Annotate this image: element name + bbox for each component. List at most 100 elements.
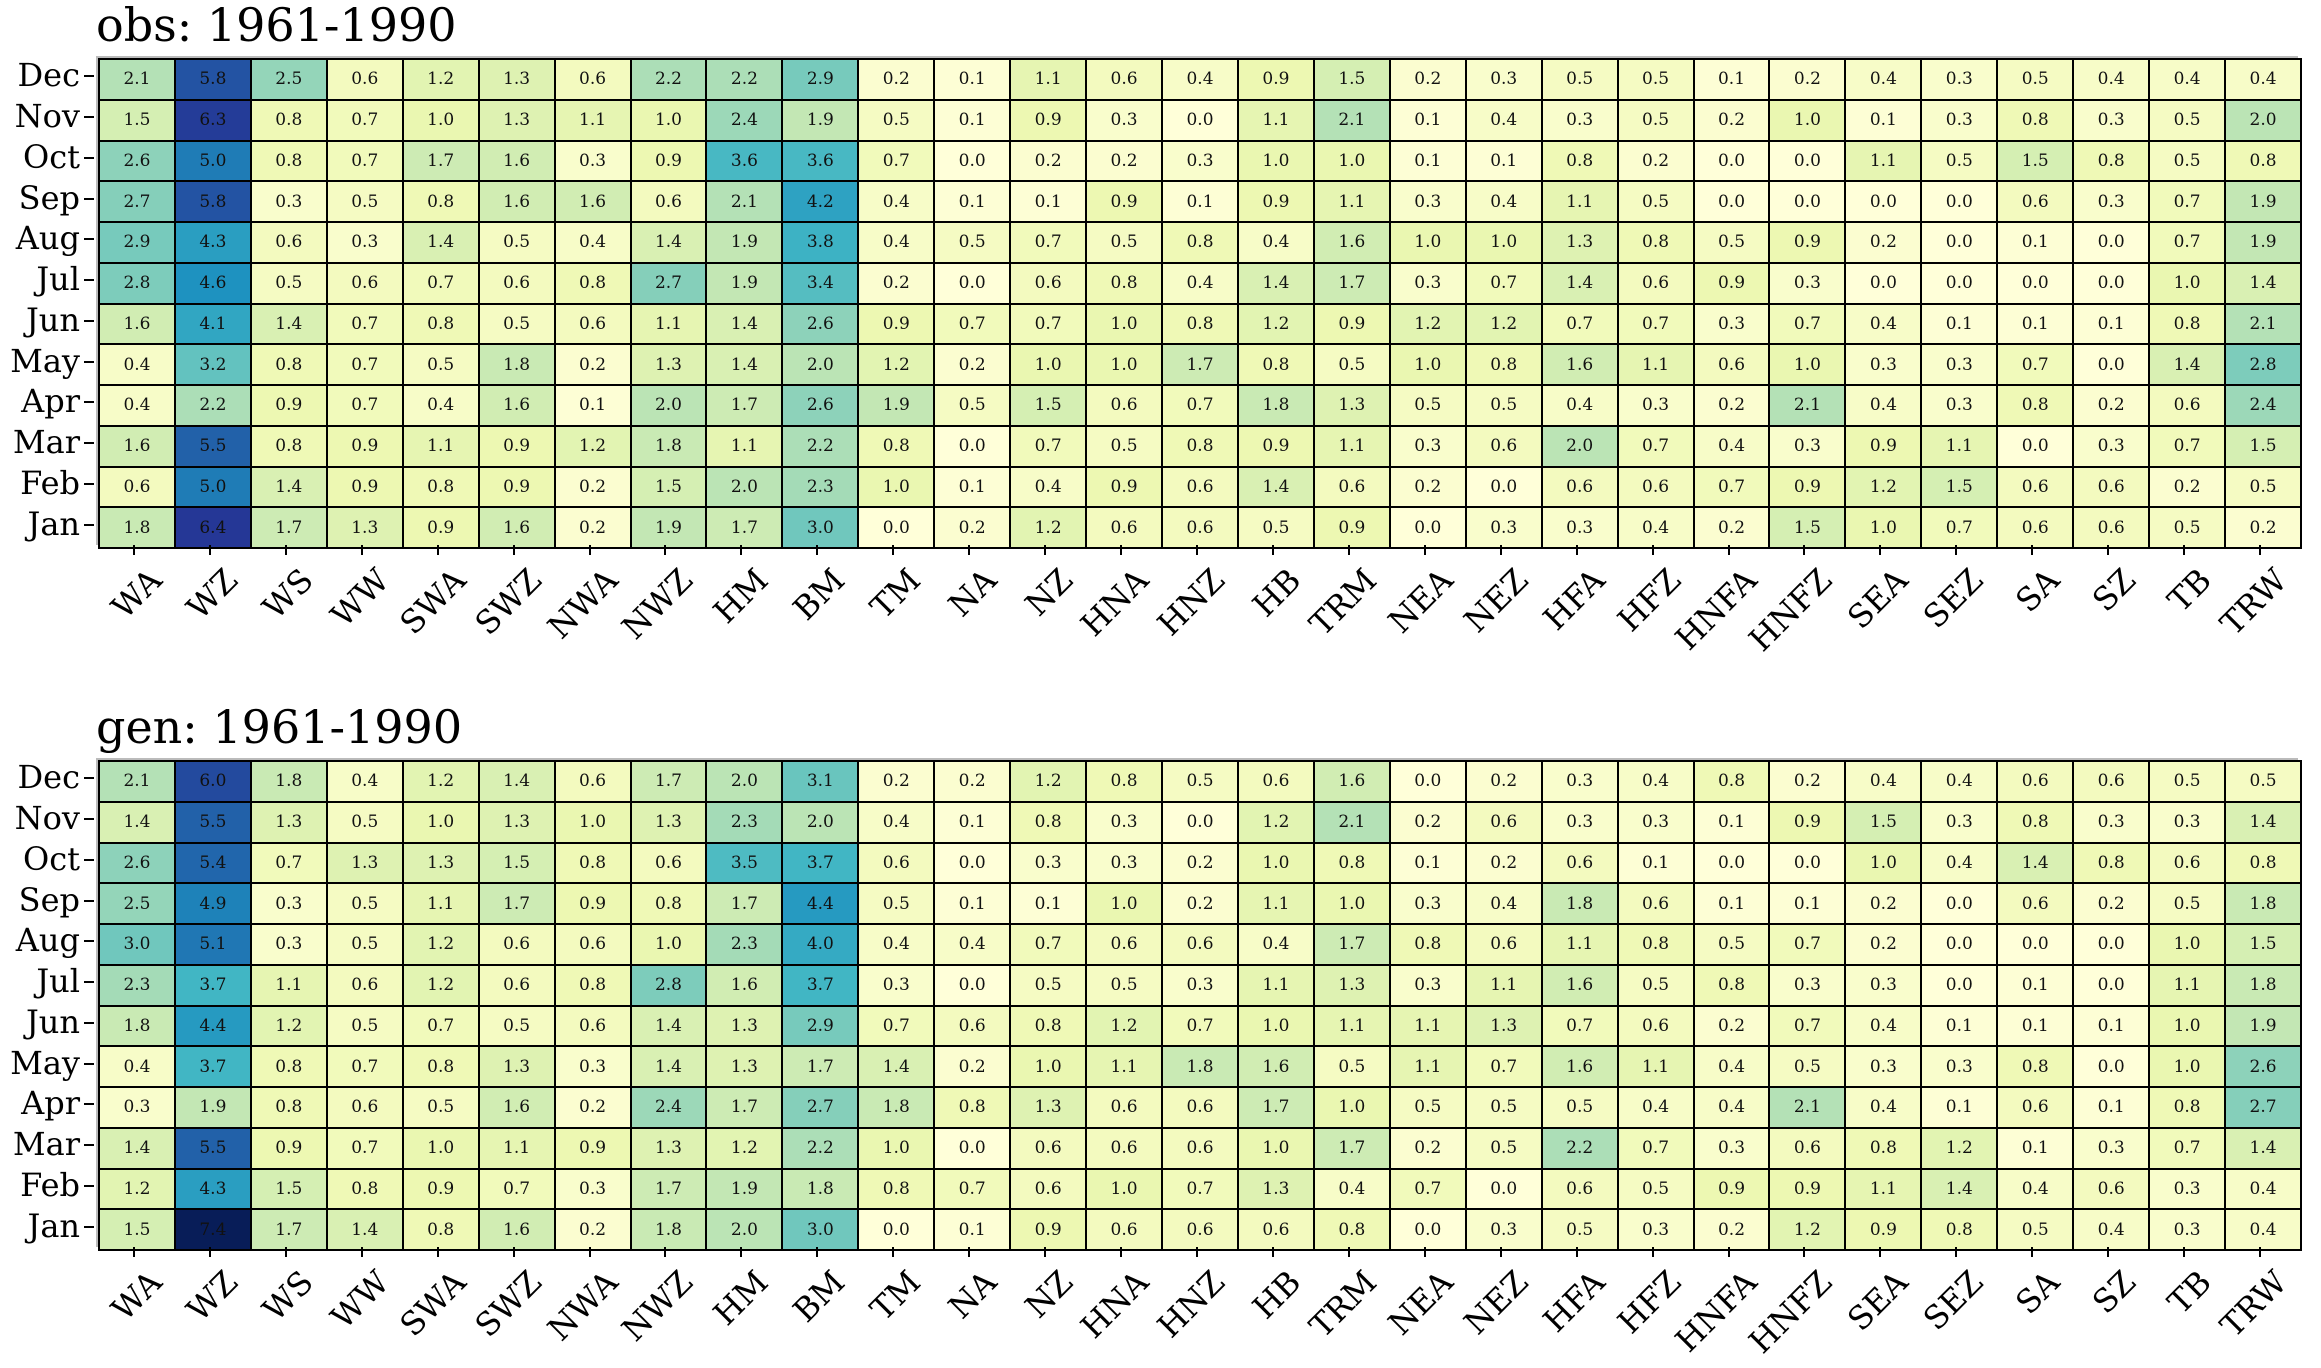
heatmap-cell: 0.3 [1616, 384, 1695, 427]
heatmap-cell: 0.3 [553, 139, 632, 183]
heatmap-cell: 2.2 [781, 1126, 860, 1170]
heatmap-cell: 1.8 [249, 760, 328, 803]
heatmap-cell: 1.4 [705, 302, 784, 346]
heatmap-cell: 0.0 [1844, 261, 1923, 305]
heatmap-cell: 0.8 [1996, 384, 2075, 427]
heatmap-cell: 0.4 [933, 923, 1012, 966]
y-tick [84, 1021, 94, 1024]
heatmap-cell: 1.4 [1540, 261, 1619, 305]
x-tick-label: NEZ [1456, 561, 1536, 640]
heatmap-cell: 2.8 [2224, 343, 2302, 386]
y-tick [84, 940, 94, 943]
heatmap-cell: 1.1 [1312, 1004, 1391, 1048]
x-tick [132, 545, 135, 555]
heatmap-cell: 0.8 [629, 882, 708, 925]
heatmap-cell: 0.6 [1996, 465, 2075, 509]
heatmap-cell: 0.0 [933, 424, 1012, 468]
heatmap-cell: 0.8 [401, 1208, 480, 1251]
heatmap-cell: 1.7 [629, 1167, 708, 1211]
heatmap-cell: 2.6 [781, 302, 860, 346]
heatmap-cell: 0.3 [2148, 1167, 2227, 1211]
x-tick-label: NEA [1380, 1263, 1461, 1343]
x-tick-label: HNZ [1149, 561, 1233, 644]
heatmap-cell: 0.5 [1540, 1086, 1619, 1129]
x-tick [1575, 1247, 1578, 1257]
heatmap-cell: 0.9 [1844, 424, 1923, 468]
x-tick [208, 1247, 211, 1257]
heatmap-cell: 0.8 [1540, 139, 1619, 183]
heatmap-cell: 0.7 [1009, 221, 1088, 264]
heatmap-cell: 1.2 [1920, 1126, 1999, 1170]
heatmap-cell: 0.9 [325, 465, 404, 509]
heatmap-cell: 0.0 [2072, 963, 2151, 1007]
heatmap-cell: 0.2 [1616, 139, 1695, 183]
heatmap-cell: 1.7 [629, 760, 708, 803]
heatmap-cell: 0.7 [477, 1167, 556, 1211]
heatmap-cell: 1.6 [1540, 343, 1619, 386]
heatmap-cell: 1.2 [1388, 302, 1467, 346]
heatmap-cell: 0.1 [1920, 302, 1999, 346]
y-tick-label: Jun [25, 1002, 80, 1041]
heatmap-cell: 1.1 [1236, 882, 1315, 925]
heatmap-cell: 5.8 [173, 180, 252, 223]
y-tick-label: Aug [15, 921, 80, 960]
heatmap-cell: 1.0 [2148, 261, 2227, 305]
heatmap-cell: 0.0 [857, 1208, 936, 1251]
y-tick-label: Oct [22, 137, 80, 176]
heatmap-cell: 0.6 [1085, 58, 1164, 101]
heatmap-cell: 0.0 [933, 963, 1012, 1007]
x-tick [1803, 545, 1806, 555]
heatmap-cell: 2.4 [2224, 384, 2302, 427]
heatmap-cell: 0.2 [1161, 841, 1239, 885]
x-tick-label: TRW [2212, 1263, 2295, 1345]
heatmap-cell: 1.3 [477, 58, 556, 101]
heatmap-cell: 3.7 [781, 963, 860, 1007]
heatmap-cell: 1.3 [1312, 963, 1391, 1007]
y-tick [84, 777, 94, 780]
heatmap-cell: 0.0 [2072, 923, 2151, 966]
heatmap-cell: 3.0 [781, 1208, 860, 1251]
heatmap-cell: 0.3 [1616, 1208, 1695, 1251]
heatmap-cell: 0.1 [1161, 180, 1239, 223]
heatmap-cell: 0.7 [1540, 302, 1619, 346]
heatmap-cell: 0.9 [477, 424, 556, 468]
heatmap-cell: 0.4 [857, 800, 936, 844]
heatmap-cell: 1.0 [1768, 98, 1847, 142]
y-tick [84, 899, 94, 902]
x-tick-label: SA [2008, 561, 2068, 620]
heatmap-cell: 0.6 [553, 58, 632, 101]
heatmap-cell: 0.7 [1009, 302, 1088, 346]
heatmap-cell: 0.0 [1161, 800, 1239, 844]
heatmap-cell: 1.4 [2224, 261, 2302, 305]
heatmap-cell: 1.0 [2148, 1045, 2227, 1088]
heatmap-cell: 1.0 [629, 98, 708, 142]
heatmap-cell: 2.1 [1768, 1086, 1847, 1129]
heatmap-cell: 0.0 [2072, 1045, 2151, 1088]
heatmap-cell: 0.3 [98, 1086, 176, 1129]
heatmap-cell: 0.6 [1161, 1126, 1239, 1170]
y-tick-label: Mar [12, 1125, 80, 1164]
x-tick-label: TB [2160, 561, 2219, 620]
heatmap-cell: 0.5 [1768, 1045, 1847, 1088]
heatmap-cell: 0.2 [1844, 882, 1923, 925]
heatmap-cell: 0.2 [933, 506, 1012, 549]
x-tick [664, 545, 667, 555]
heatmap-cell: 0.4 [1616, 1086, 1695, 1129]
heatmap-cell: 0.2 [2224, 506, 2302, 549]
chart-title: obs: 1961-1990 [96, 0, 457, 52]
heatmap-cell: 0.4 [98, 343, 176, 386]
x-tick-label: BM [785, 1263, 853, 1330]
heatmap-cell: 0.9 [325, 424, 404, 468]
heatmap-cell: 1.4 [1996, 841, 2075, 885]
heatmap-cell: 1.1 [1540, 923, 1619, 966]
heatmap-cell: 1.7 [705, 1086, 784, 1129]
x-tick-label: NWZ [614, 561, 701, 647]
heatmap-cell: 0.2 [857, 261, 936, 305]
heatmap-cell: 1.8 [1236, 384, 1315, 427]
heatmap-cell: 0.5 [325, 800, 404, 844]
x-tick [436, 545, 439, 555]
heatmap-cell: 6.0 [173, 760, 252, 803]
heatmap-cell: 0.1 [2072, 1004, 2151, 1048]
heatmap-cell: 0.4 [857, 180, 936, 223]
heatmap-cell: 0.0 [1920, 180, 1999, 223]
